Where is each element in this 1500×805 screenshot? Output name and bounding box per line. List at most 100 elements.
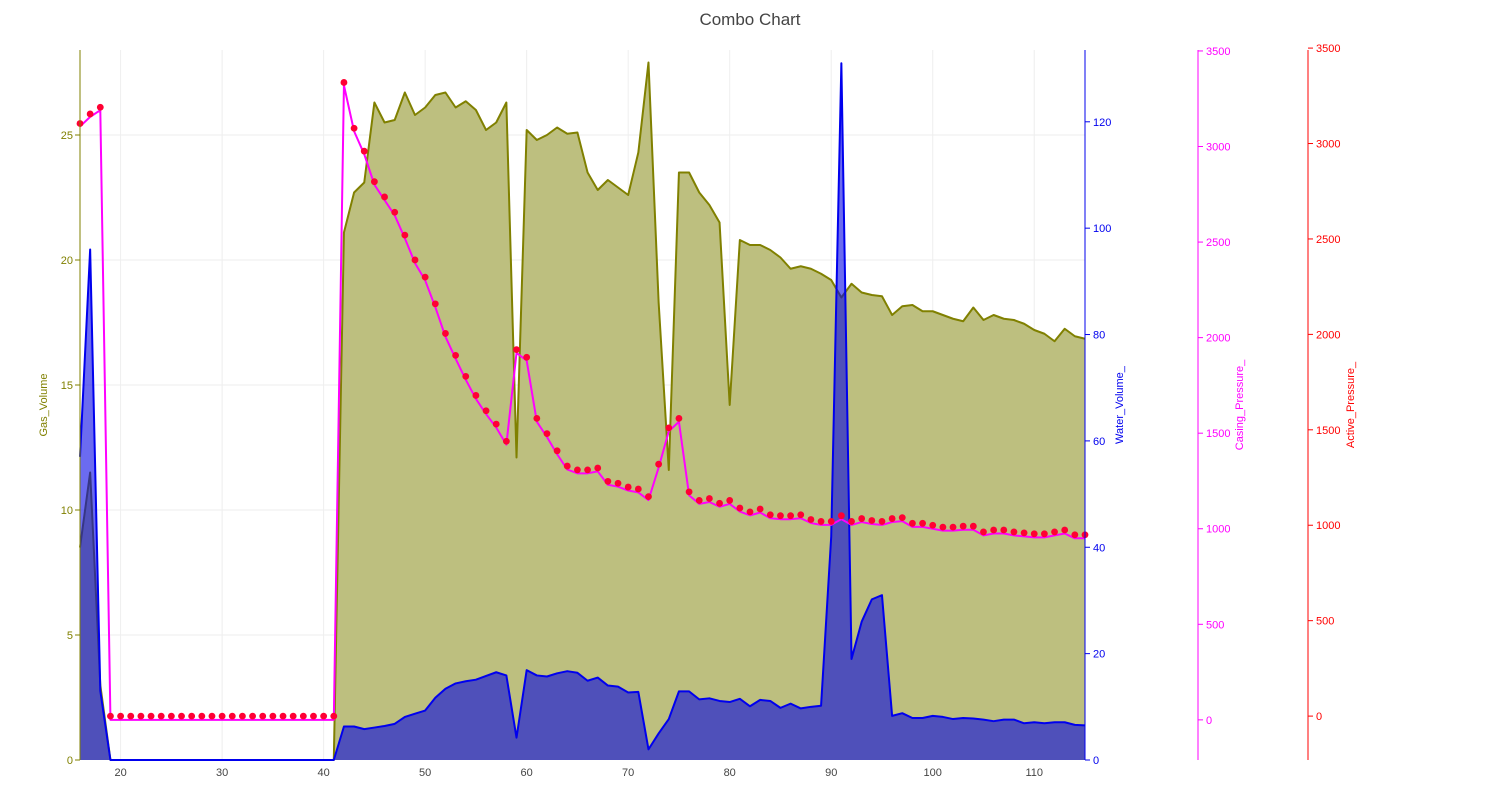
active-pressure-point: [645, 493, 652, 501]
active-pressure-point: [431, 300, 439, 308]
active-pressure-point: [990, 526, 998, 534]
gas-tick-label: 10: [61, 505, 73, 517]
active-pressure-point: [320, 712, 328, 720]
casing-tick-label: 2500: [1206, 237, 1230, 249]
x-tick-label: 40: [318, 767, 330, 779]
active-axis-title: Active_Pressure_: [1345, 361, 1357, 448]
active-pressure-point: [381, 193, 388, 201]
active-pressure-point: [137, 712, 145, 720]
active-pressure-point: [279, 712, 287, 720]
casing-tick-label: 3000: [1206, 142, 1230, 154]
active-pressure-point: [523, 353, 531, 361]
water-axis-title: Water_Volume_: [1114, 365, 1126, 444]
active-pressure-point: [411, 256, 419, 264]
active-pressure-point: [543, 430, 551, 438]
gas-tick-label: 25: [61, 130, 73, 142]
active-pressure-point: [817, 518, 825, 525]
active-pressure-point: [472, 392, 480, 399]
series-layer: [76, 61, 1089, 761]
active-pressure-point: [198, 712, 206, 720]
active-pressure-point: [1000, 526, 1008, 534]
active-pressure-point: [777, 512, 784, 520]
active-pressure-point: [624, 483, 632, 491]
active-pressure-point: [1061, 526, 1069, 534]
casing-tick-label: 0: [1206, 715, 1212, 727]
active-pressure-point: [959, 522, 967, 530]
active-pressure-point: [858, 515, 866, 522]
active-pressure-point: [574, 466, 581, 474]
gas-tick-label: 20: [61, 255, 73, 267]
active-pressure-point: [705, 495, 713, 502]
active-pressure-point: [330, 712, 338, 720]
active-pressure-point: [188, 712, 196, 720]
active-pressure-point: [391, 208, 399, 216]
water-tick-label: 120: [1093, 117, 1111, 129]
casing-axis-title: Casing_Pressure_: [1234, 359, 1246, 450]
active-tick-label: 2500: [1316, 234, 1340, 246]
active-pressure-point: [401, 231, 409, 239]
x-tick-label: 50: [419, 767, 431, 779]
active-pressure-point: [848, 518, 855, 525]
x-tick-label: 80: [724, 767, 736, 779]
x-tick-label: 90: [825, 767, 837, 779]
active-pressure-point: [756, 505, 764, 513]
active-tick-label: 3000: [1316, 139, 1340, 151]
active-pressure-point: [96, 103, 104, 111]
water-tick-label: 100: [1093, 223, 1111, 235]
active-pressure-point: [868, 517, 876, 524]
x-tick-label: 70: [622, 767, 634, 779]
active-pressure-point: [1051, 528, 1058, 536]
gas-volume-area: [80, 62, 1085, 760]
active-pressure-point: [716, 499, 723, 507]
active-tick-label: 2000: [1316, 329, 1340, 341]
active-pressure-point: [695, 497, 703, 504]
active-pressure-point: [107, 712, 114, 720]
active-pressure-point: [421, 273, 429, 281]
gas-tick-label: 15: [61, 380, 73, 392]
active-pressure-point: [239, 712, 246, 720]
active-pressure-point: [86, 110, 94, 118]
active-pressure-point: [919, 519, 926, 527]
active-pressure-point: [807, 516, 815, 523]
active-pressure-point: [147, 712, 155, 720]
active-pressure-point: [127, 712, 135, 720]
active-pressure-point: [1071, 531, 1079, 539]
active-pressure-point: [614, 479, 622, 487]
active-pressure-point: [939, 523, 947, 531]
active-pressure-point: [482, 407, 490, 415]
casing-tick-label: 2000: [1206, 333, 1230, 345]
active-pressure-point: [533, 414, 541, 422]
active-pressure-point: [797, 511, 805, 519]
active-tick-label: 1000: [1316, 520, 1340, 532]
chart-title: Combo Chart: [699, 10, 800, 29]
casing-tick-label: 500: [1206, 619, 1224, 631]
x-tick-label: 100: [924, 767, 942, 779]
active-pressure-point: [299, 712, 307, 720]
gas-tick-label: 0: [67, 755, 73, 767]
active-pressure-point: [289, 712, 297, 720]
active-pressure-point: [167, 712, 175, 720]
casing-tick-label: 1000: [1206, 524, 1230, 536]
active-pressure-point: [1040, 530, 1048, 538]
active-pressure-point: [208, 712, 216, 720]
active-pressure-point: [370, 178, 378, 186]
x-tick-label: 60: [521, 767, 533, 779]
active-pressure-point: [746, 508, 754, 516]
water-tick-label: 40: [1093, 542, 1105, 554]
active-pressure-point: [350, 124, 358, 132]
axes-layer: 20 30 40 50 60 70 80 90 100 110 0 5 10 15 20 25 Gas_Volu…: [38, 43, 1357, 779]
active-pressure-point: [157, 712, 165, 720]
x-tick-label: 30: [216, 767, 228, 779]
active-pressure-point: [340, 79, 348, 86]
casing-tick-label: 3500: [1206, 46, 1230, 58]
active-pressure-point: [909, 519, 916, 527]
active-pressure-point: [655, 460, 663, 468]
active-pressure-point: [685, 488, 693, 496]
active-pressure-point: [726, 497, 734, 504]
active-pressure-point: [513, 346, 520, 354]
active-pressure-point: [178, 712, 185, 720]
water-tick-label: 0: [1093, 755, 1099, 767]
active-pressure-point: [837, 512, 845, 520]
